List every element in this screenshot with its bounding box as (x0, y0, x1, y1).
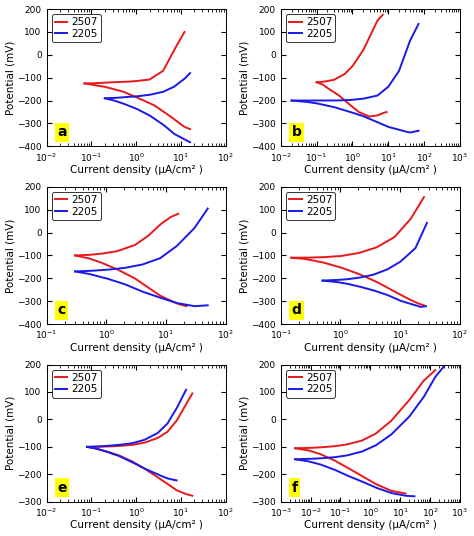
Text: b: b (292, 125, 301, 139)
Text: e: e (57, 481, 67, 495)
Y-axis label: Potential (mV): Potential (mV) (6, 218, 16, 293)
Text: d: d (292, 303, 301, 317)
Legend: 2507, 2205: 2507, 2205 (52, 370, 101, 398)
Legend: 2507, 2205: 2507, 2205 (52, 14, 101, 42)
Legend: 2507, 2205: 2507, 2205 (286, 14, 335, 42)
Y-axis label: Potential (mV): Potential (mV) (240, 41, 250, 115)
X-axis label: Current density (μA/cm² ): Current density (μA/cm² ) (70, 343, 202, 353)
X-axis label: Current density (μA/cm² ): Current density (μA/cm² ) (70, 520, 202, 531)
Text: f: f (292, 481, 298, 495)
Y-axis label: Potential (mV): Potential (mV) (6, 41, 16, 115)
Y-axis label: Potential (mV): Potential (mV) (240, 218, 250, 293)
X-axis label: Current density (μA/cm² ): Current density (μA/cm² ) (304, 343, 437, 353)
Legend: 2507, 2205: 2507, 2205 (286, 370, 335, 398)
X-axis label: Current density (μA/cm² ): Current density (μA/cm² ) (70, 165, 202, 175)
X-axis label: Current density (μA/cm² ): Current density (μA/cm² ) (304, 520, 437, 531)
Text: a: a (57, 125, 67, 139)
Text: c: c (57, 303, 65, 317)
Legend: 2507, 2205: 2507, 2205 (286, 192, 335, 220)
Y-axis label: Potential (mV): Potential (mV) (6, 396, 16, 471)
X-axis label: Current density (μA/cm² ): Current density (μA/cm² ) (304, 165, 437, 175)
Legend: 2507, 2205: 2507, 2205 (52, 192, 101, 220)
Y-axis label: Potential (mV): Potential (mV) (240, 396, 250, 471)
